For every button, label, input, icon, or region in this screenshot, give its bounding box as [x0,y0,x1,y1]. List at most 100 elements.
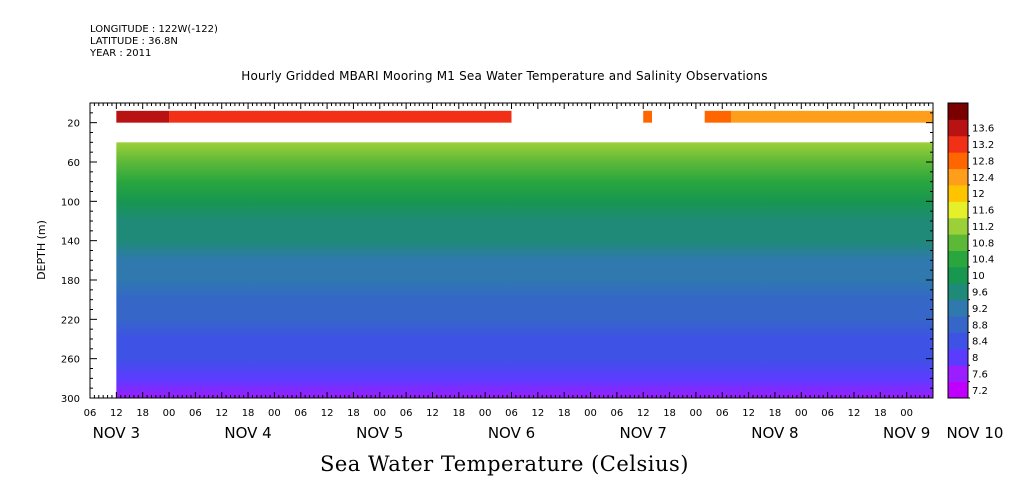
x-hour-label: 12 [215,408,228,419]
colorbar-label: 8.8 [972,320,988,331]
colorbar-label: 9.6 [972,287,988,298]
x-hour-label: 00 [479,408,492,419]
colorbar-label: 12 [972,189,985,200]
y-tick-label: 60 [67,158,80,169]
x-hour-label: 18 [769,408,782,419]
x-hour-label: 00 [900,408,913,419]
colorbar-label: 12.4 [972,173,994,184]
colorbar-swatch [948,201,968,219]
x-hour-label: 06 [716,408,729,419]
x-hour-label: 00 [690,408,703,419]
latitude-label: LATITUDE : 36.8N [90,36,178,47]
x-hour-label: 18 [452,408,465,419]
x-day-label: NOV 3 [93,424,140,442]
x-hour-label: 06 [400,408,413,419]
colorbar-label: 12.8 [972,156,994,167]
x-hour-label: 18 [874,408,887,419]
x-hour-label: 18 [242,408,255,419]
colorbar-swatch [948,266,968,284]
y-tick-label: 140 [61,237,80,248]
x-hour-label: 00 [795,408,808,419]
x-hour-label: 00 [584,408,597,419]
colorbar-swatch [948,348,968,366]
colorbar-label: 10.8 [972,238,994,249]
chart-subtitle: Sea Water Temperature (Celsius) [319,452,689,476]
colorbar-swatch [948,184,968,202]
colorbar-swatch [948,365,968,383]
surface-segment [169,110,512,123]
colorbar-label: 8 [972,353,978,364]
x-hour-label: 00 [373,408,386,419]
y-tick-label: 180 [61,276,80,287]
y-tick-label: 20 [67,119,80,130]
year-label: YEAR : 2011 [90,48,152,59]
x-hour-label: 12 [426,408,439,419]
x-hour-label: 06 [189,408,202,419]
colorbar-swatch [948,103,968,120]
colorbar-swatch [948,152,968,170]
location-metadata: LONGITUDE : 122W(-122) LATITUDE : 36.8N … [90,24,218,60]
x-hour-label: 18 [558,408,571,419]
temperature-field [116,142,933,398]
x-hour-label: 18 [136,408,149,419]
colorbar-swatch [948,217,968,235]
colorbar-label: 13.2 [972,140,994,151]
surface-segment [643,110,652,123]
x-day-label: NOV 8 [751,424,798,442]
colorbar-swatch [948,119,968,137]
y-tick-label: 100 [61,197,80,208]
x-day-label: NOV 4 [224,424,271,442]
colorbar-swatch [948,135,968,153]
x-day-label: NOV 6 [488,424,535,442]
x-hour-label: 06 [821,408,834,419]
x-hour-label: 06 [84,408,97,419]
x-hour-label: 00 [268,408,281,419]
colorbar-label: 11.2 [972,222,994,233]
colorbar-swatch [948,250,968,268]
axes: 20 60 100 140 180 220 260 300 06 12 18 00 06 12 18 00 06… [61,102,1004,442]
colorbar-label: 9.2 [972,304,988,315]
y-tick-label: 260 [61,355,80,366]
colorbar-label: 7.2 [972,386,988,397]
x-hour-label: 12 [110,408,123,419]
x-hour-label: 00 [163,408,176,419]
surface-segment [704,110,732,123]
colorbar-swatch [948,299,968,317]
colorbar-label: 10 [972,271,985,282]
colorbar-swatch [948,234,968,251]
colorbar-swatch [948,316,968,333]
colorbar-swatch [948,283,968,301]
x-hour-label: 12 [321,408,334,419]
colorbar-label: 10.4 [972,255,994,266]
x-hour-label: 12 [742,408,755,419]
surface-segment [116,110,170,123]
x-day-label: NOV 9 [883,424,930,442]
colorbar-label: 7.6 [972,369,988,380]
x-day-label: NOV 5 [356,424,403,442]
x-day-label: NOV 7 [620,424,667,442]
plot-area [116,110,933,398]
y-tick-label: 300 [61,394,80,405]
x-day-label: NOV 10 [947,424,1004,442]
x-hour-label: 12 [637,408,650,419]
colorbar: 7.2 7.6 8 8.4 8.8 9.2 9.6 10 10.4 10.8 11.2 11.6 12 1… [947,102,994,399]
x-hour-label: 12 [848,408,861,419]
colorbar-swatch [948,332,968,350]
surface-segment [731,110,933,123]
colorbar-label: 11.6 [972,206,994,217]
y-tick-label: 220 [61,315,80,326]
colorbar-swatch [948,168,968,186]
longitude-label: LONGITUDE : 122W(-122) [90,24,218,35]
x-hour-label: 06 [294,408,307,419]
x-hour-label: 18 [347,408,360,419]
colorbar-swatch [948,381,968,399]
x-hour-label: 06 [611,408,624,419]
y-axis-label: DEPTH (m) [35,220,48,280]
x-hour-label: 18 [663,408,676,419]
colorbar-label: 8.4 [972,337,988,348]
x-hour-label: 12 [531,408,544,419]
chart-title: Hourly Gridded MBARI Mooring M1 Sea Wate… [241,69,768,83]
colorbar-label: 13.6 [972,124,994,135]
x-hour-label: 06 [505,408,518,419]
